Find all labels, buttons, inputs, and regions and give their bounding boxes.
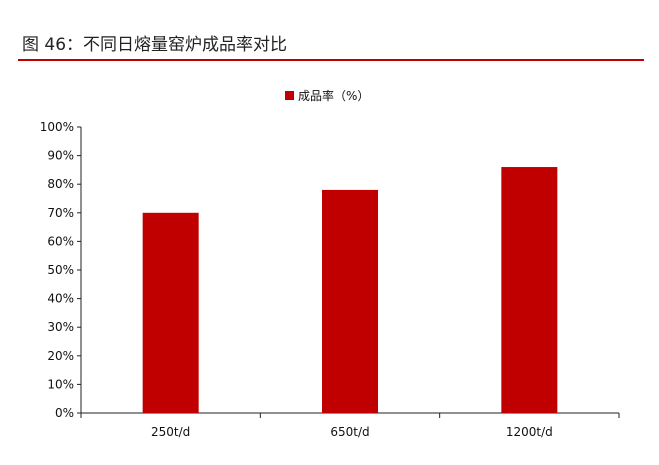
y-tick-label: 10% [47, 377, 74, 391]
title-rule [18, 59, 644, 61]
y-tick-label: 60% [47, 234, 74, 248]
x-tick-label: 250t/d [151, 425, 190, 439]
legend-swatch [285, 91, 294, 100]
bar-250t/d [142, 212, 199, 413]
y-tick-label: 80% [47, 177, 74, 191]
figure-title: 图 46：不同日熔量窑炉成品率对比 [22, 35, 288, 55]
legend: 成品率（%） [285, 88, 369, 103]
bars [142, 167, 558, 413]
x-axis: 250t/d 650t/d 1200t/d [80, 412, 620, 439]
y-tick-label: 90% [47, 149, 74, 163]
legend-label: 成品率（%） [298, 88, 369, 103]
x-tick-label: 1200t/d [506, 425, 553, 439]
bar-650t/d [322, 189, 378, 413]
x-tick-label: 650t/d [330, 425, 369, 439]
y-tick-label: 30% [47, 320, 74, 334]
y-tick-label: 100% [40, 120, 74, 134]
bar-1200t/d [501, 167, 558, 413]
y-tick-label: 0% [55, 406, 74, 420]
y-tick-label: 20% [47, 349, 74, 363]
y-tick-label: 70% [47, 206, 74, 220]
y-axis: 0% 10% 20% 30% 40% 50% 60% 70% 80% 90% 100% [40, 120, 82, 420]
y-tick-label: 40% [47, 292, 74, 306]
y-tick-label: 50% [47, 263, 74, 277]
